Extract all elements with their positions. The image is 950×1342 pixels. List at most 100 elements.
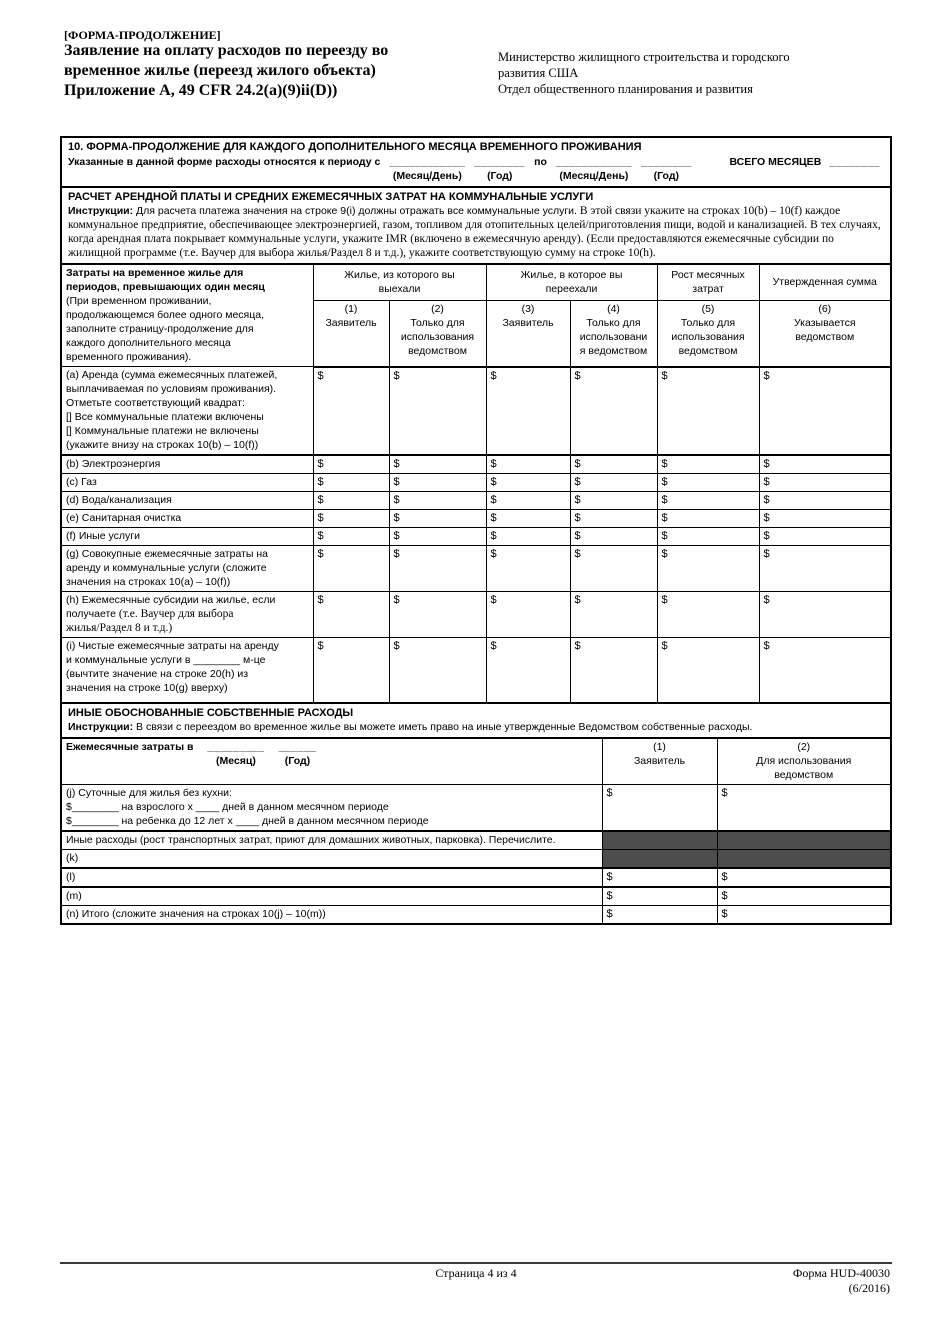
- page-number: Страница 4 из 4: [435, 1266, 517, 1280]
- amount-cell[interactable]: $: [388, 473, 487, 492]
- amount-cell[interactable]: $: [601, 905, 718, 923]
- amount-cell[interactable]: $: [569, 473, 658, 492]
- amount-cell[interactable]: $: [569, 491, 658, 510]
- amount-cell[interactable]: $: [716, 867, 890, 888]
- amount-cell[interactable]: $: [485, 454, 571, 474]
- shaded-cell: [716, 849, 890, 869]
- checkbox-utilities-not-included[interactable]: [] Коммунальные платежи не включены: [66, 425, 259, 437]
- amount-cell[interactable]: $: [485, 637, 571, 702]
- amount-cell[interactable]: $: [485, 366, 571, 456]
- amount-cell[interactable]: $: [758, 366, 890, 456]
- col-header-5-agency-use: (5) Только для использования ведомством: [656, 299, 760, 368]
- rent-instructions: Инструкции: Для расчета платежа значения…: [68, 204, 884, 260]
- amount-cell[interactable]: $: [656, 527, 760, 546]
- amount-cell[interactable]: $: [656, 545, 760, 592]
- row-b-label: (b) Электроэнергия: [62, 454, 314, 474]
- amount-cell[interactable]: $: [758, 491, 890, 510]
- amount-cell[interactable]: $: [569, 545, 658, 592]
- period-prefix-label: Указанные в данной форме расходы относят…: [68, 156, 381, 168]
- period-from-year-caption: (Год): [487, 170, 513, 182]
- amount-cell[interactable]: $: [388, 545, 487, 592]
- amount-cell[interactable]: $: [485, 509, 571, 528]
- amount-cell[interactable]: $: [485, 491, 571, 510]
- cost-table: Затраты на временное жилье для периодов,…: [62, 265, 890, 702]
- amount-cell[interactable]: $: [388, 637, 487, 702]
- amount-cell[interactable]: $: [758, 591, 890, 638]
- shaded-cell: [601, 849, 718, 869]
- total-months-label: ВСЕГО МЕСЯЦЕВ: [729, 156, 822, 168]
- amount-cell[interactable]: $: [312, 454, 390, 474]
- amount-cell[interactable]: $: [388, 509, 487, 528]
- row-a-label: (a) Аренда (сумма ежемесячных платежей, …: [62, 366, 314, 456]
- corner-header-bold: Затраты на временное жилье для периодов,…: [66, 267, 265, 293]
- amount-cell[interactable]: $: [312, 473, 390, 492]
- year-caption: (Год): [284, 755, 311, 767]
- row-l-label[interactable]: (l): [62, 867, 603, 888]
- row-k-label[interactable]: (k): [62, 849, 603, 869]
- amount-cell[interactable]: $: [388, 491, 487, 510]
- amount-cell[interactable]: $: [758, 527, 890, 546]
- row-j-label: (j) Суточные для жилья без кухни: $_____…: [62, 784, 603, 832]
- month-field[interactable]: _________: [207, 741, 265, 753]
- amount-cell[interactable]: $: [601, 886, 718, 906]
- period-to-date-field[interactable]: ____________: [555, 156, 632, 168]
- amount-cell[interactable]: $: [485, 527, 571, 546]
- amount-cell[interactable]: $: [758, 473, 890, 492]
- other-instructions-label: Инструкции:: [68, 721, 134, 733]
- amount-cell[interactable]: $: [656, 454, 760, 474]
- amount-cell[interactable]: $: [312, 509, 390, 528]
- amount-cell[interactable]: $: [485, 545, 571, 592]
- total-months-field[interactable]: ________: [829, 156, 880, 168]
- per-diem-child-line[interactable]: $________ на ребенка до 12 лет x ____ дн…: [66, 815, 429, 827]
- amount-cell[interactable]: $: [569, 527, 658, 546]
- amount-cell[interactable]: $: [312, 637, 390, 702]
- amount-cell[interactable]: $: [716, 905, 890, 923]
- section10-heading: 10. ФОРМА-ПРОДОЛЖЕНИЕ ДЛЯ КАЖДОГО ДОПОЛН…: [68, 141, 642, 153]
- amount-cell[interactable]: $: [312, 366, 390, 456]
- col-header-2-agency-use: (2) Только для использования ведомством: [388, 299, 487, 368]
- amount-cell[interactable]: $: [716, 784, 890, 832]
- per-diem-adult-line[interactable]: $________ на взрослого x ____ дней в дан…: [66, 801, 389, 813]
- amount-cell[interactable]: $: [388, 591, 487, 638]
- period-from-year-field[interactable]: ________: [474, 156, 526, 168]
- amount-cell[interactable]: $: [569, 509, 658, 528]
- amount-cell[interactable]: $: [312, 591, 390, 638]
- period-to-year-field[interactable]: ________: [640, 156, 692, 168]
- period-from-date-field[interactable]: ____________: [389, 156, 466, 168]
- amount-cell[interactable]: $: [485, 473, 571, 492]
- amount-cell[interactable]: $: [601, 867, 718, 888]
- year-field[interactable]: ______: [278, 741, 317, 753]
- monthly-costs-table: Ежемесячные затраты в _________ (Месяц) …: [62, 739, 890, 923]
- amount-cell[interactable]: $: [485, 591, 571, 638]
- row-m-label[interactable]: (m): [62, 886, 603, 906]
- amount-cell[interactable]: $: [388, 454, 487, 474]
- checkbox-all-utilities-included[interactable]: [] Все коммунальные платежи включены: [66, 411, 264, 423]
- amount-cell[interactable]: $: [388, 527, 487, 546]
- amount-cell[interactable]: $: [312, 527, 390, 546]
- amount-cell[interactable]: $: [569, 637, 658, 702]
- amount-cell[interactable]: $: [569, 366, 658, 456]
- amount-cell[interactable]: $: [312, 491, 390, 510]
- other-expenses-block: ИНЫЕ ОБОСНОВАННЫЕ СОБСТВЕННЫЕ РАСХОДЫ Ин…: [62, 702, 890, 739]
- amount-cell[interactable]: $: [569, 591, 658, 638]
- amount-cell[interactable]: $: [656, 591, 760, 638]
- amount-cell[interactable]: $: [601, 784, 718, 832]
- amount-cell[interactable]: $: [656, 491, 760, 510]
- amount-cell[interactable]: $: [758, 637, 890, 702]
- row-j-title: (j) Суточные для жилья без кухни:: [66, 787, 232, 799]
- period-to-label: по: [534, 156, 547, 168]
- amount-cell[interactable]: $: [312, 545, 390, 592]
- amount-cell[interactable]: $: [656, 637, 760, 702]
- row-a-text: (a) Аренда (сумма ежемесячных платежей, …: [66, 369, 278, 409]
- period-to-year-caption: (Год): [653, 170, 679, 182]
- amount-cell[interactable]: $: [656, 473, 760, 492]
- amount-cell[interactable]: $: [656, 366, 760, 456]
- amount-cell[interactable]: $: [656, 509, 760, 528]
- amount-cell[interactable]: $: [758, 545, 890, 592]
- amount-cell[interactable]: $: [758, 454, 890, 474]
- col-header-claimant: (1) Заявитель: [601, 739, 718, 785]
- amount-cell[interactable]: $: [716, 886, 890, 906]
- amount-cell[interactable]: $: [758, 509, 890, 528]
- amount-cell[interactable]: $: [569, 454, 658, 474]
- amount-cell[interactable]: $: [388, 366, 487, 456]
